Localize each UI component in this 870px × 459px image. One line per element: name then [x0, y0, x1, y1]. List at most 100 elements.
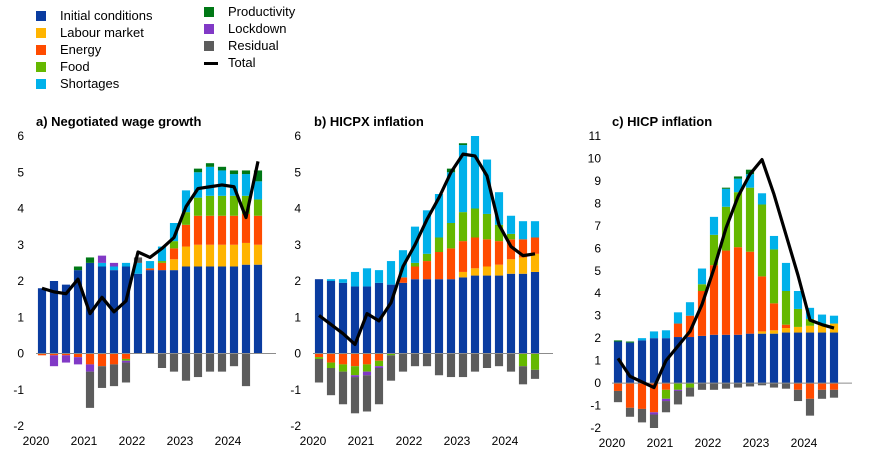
bar-shortages — [637, 338, 647, 341]
bar-initial — [494, 275, 504, 354]
bar-productivity — [205, 163, 215, 167]
bar-food — [685, 383, 695, 388]
bar-food — [350, 366, 360, 376]
y-tick-label: 2 — [17, 274, 24, 288]
bar-initial — [85, 262, 95, 354]
bar-labour — [253, 244, 263, 265]
x-tick-label: 2024 — [492, 434, 519, 448]
bar-initial — [625, 342, 635, 384]
y-tick-label: 0 — [17, 347, 24, 361]
x-tick-label: 2022 — [695, 436, 722, 450]
bar-food — [482, 213, 492, 240]
bar-food — [410, 262, 420, 267]
bar-initial — [458, 277, 468, 354]
x-tick-label: 2022 — [396, 434, 423, 448]
bar-food — [661, 389, 671, 399]
bar-shortages — [709, 216, 719, 235]
bar-lockdown — [109, 262, 119, 267]
bar-energy — [217, 215, 227, 245]
bar-productivity — [613, 340, 623, 342]
bar-lockdown — [61, 355, 71, 363]
bar-residual — [757, 383, 767, 386]
legend-swatch-shortages — [36, 79, 46, 89]
y-tick-label: -1 — [290, 383, 301, 397]
x-tick-label: 2021 — [71, 434, 98, 448]
bar-residual — [157, 353, 167, 368]
legend-label-energy: Energy — [60, 42, 102, 57]
bar-initial — [37, 288, 47, 354]
bar-initial — [49, 281, 59, 354]
bar-shortages — [121, 262, 131, 267]
bar-shortages — [97, 262, 107, 267]
bar-residual — [769, 383, 779, 388]
bar-residual — [530, 369, 540, 379]
bar-energy — [625, 383, 635, 408]
bar-shortages — [805, 307, 815, 320]
bar-energy — [362, 353, 372, 365]
bar-shortages — [181, 190, 191, 213]
bar-initial — [350, 286, 360, 354]
bar-initial — [97, 266, 107, 354]
bar-energy — [410, 266, 420, 280]
bar-energy — [793, 383, 803, 390]
bar-residual — [637, 408, 647, 423]
bar-initial — [446, 279, 456, 354]
bar-initial — [241, 264, 251, 354]
bar-food — [697, 284, 707, 291]
bar-energy — [193, 215, 203, 245]
bar-initial — [697, 335, 707, 384]
y-tick-label: 0 — [594, 376, 601, 390]
x-tick-label: 2023 — [743, 436, 770, 450]
bar-initial — [205, 266, 215, 354]
bar-residual — [109, 364, 119, 387]
bar-residual — [446, 353, 456, 378]
bar-food — [121, 358, 131, 361]
bar-initial — [362, 286, 372, 354]
bar-initial — [637, 340, 647, 384]
bar-residual — [697, 383, 707, 390]
x-tick-label: 2024 — [791, 436, 818, 450]
bar-initial — [253, 264, 263, 354]
bar-labour — [193, 244, 203, 267]
bar-labour — [781, 328, 791, 333]
y-tick-label: 5 — [594, 264, 601, 278]
bar-energy — [494, 241, 504, 265]
y-tick-label: 8 — [594, 196, 601, 210]
bar-productivity — [193, 168, 203, 173]
bar-residual — [458, 353, 468, 378]
bar-productivity — [458, 143, 468, 146]
y-tick-label: 6 — [294, 129, 301, 143]
bar-initial — [61, 284, 71, 354]
bar-initial — [733, 334, 743, 384]
bar-shortages — [733, 178, 743, 193]
bar-energy — [85, 353, 95, 365]
bar-residual — [673, 390, 683, 405]
bar-energy — [470, 237, 480, 269]
bar-lockdown — [97, 255, 107, 263]
bar-initial — [121, 266, 131, 354]
bar-labour — [169, 259, 179, 271]
bar-productivity — [733, 176, 743, 179]
bar-shortages — [205, 166, 215, 196]
bar-labour — [805, 325, 815, 333]
y-tick-label: 6 — [17, 129, 24, 143]
bar-productivity — [241, 170, 251, 175]
bar-residual — [314, 358, 324, 383]
bar-residual — [625, 407, 635, 417]
bar-energy — [326, 353, 336, 363]
chart-2: c) HICP inflation -2 -1 0 1 2 3 4 5 6 7 8 9 10 11 2020 2… — [588, 114, 852, 450]
x-tick-label: 2022 — [119, 434, 146, 448]
bar-food — [781, 290, 791, 325]
chart-title: a) Negotiated wage growth — [36, 114, 201, 129]
bar-residual — [649, 414, 659, 428]
legend-label-shortages: Shortages — [60, 76, 120, 91]
bar-food — [374, 360, 384, 367]
y-tick-label: 0 — [294, 347, 301, 361]
bar-shortages — [434, 194, 444, 238]
bar-residual — [326, 368, 336, 396]
bar-residual — [613, 390, 623, 403]
y-tick-label: 1 — [17, 310, 24, 324]
legend-swatch-initial — [36, 11, 46, 21]
bar-food — [422, 253, 432, 262]
bar-lockdown — [121, 360, 131, 363]
